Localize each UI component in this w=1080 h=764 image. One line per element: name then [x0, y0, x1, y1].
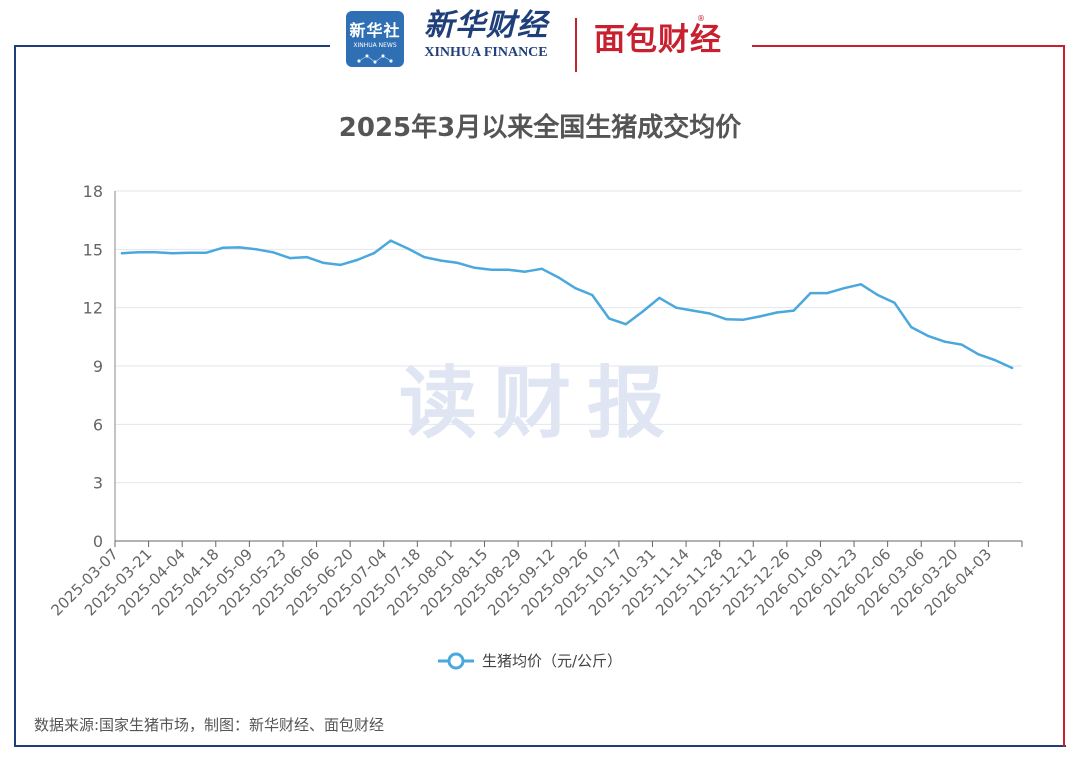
- data-point: [423, 255, 426, 259]
- data-point: [339, 263, 342, 267]
- data-point: [372, 252, 376, 255]
- legend: 生猪均价（元/公斤）: [438, 650, 622, 671]
- data-point: [775, 311, 779, 314]
- data-point: [171, 252, 174, 255]
- data-point: [607, 317, 611, 320]
- data-point: [406, 247, 409, 250]
- registered-mark: ®: [697, 14, 705, 23]
- header-rule-left: [14, 45, 330, 47]
- data-point: [809, 291, 812, 295]
- data-point: [456, 261, 459, 265]
- data-point: [204, 251, 208, 254]
- data-point: [355, 258, 359, 262]
- data-point: [322, 261, 325, 265]
- frame-border-bottom: [14, 745, 1066, 747]
- data-point: [221, 246, 224, 249]
- series-line-hog-price: [120, 239, 1014, 370]
- data-point: [271, 251, 275, 254]
- data-point: [1010, 366, 1014, 370]
- x-axis: 2025-03-072025-03-212025-04-042025-04-18…: [47, 540, 1023, 619]
- data-point: [389, 239, 392, 242]
- data-point: [574, 287, 577, 290]
- data-point: [591, 293, 594, 297]
- data-point: [288, 256, 292, 260]
- data-point: [994, 359, 997, 362]
- data-point: [305, 255, 308, 259]
- data-point: [725, 318, 728, 321]
- y-tick-label: 18: [83, 182, 103, 201]
- data-point: [490, 268, 493, 271]
- y-tick-label: 9: [93, 357, 103, 376]
- data-point: [943, 340, 946, 343]
- y-tick-label: 3: [93, 474, 103, 493]
- data-point: [523, 270, 527, 273]
- data-point: [859, 283, 863, 286]
- data-point: [826, 291, 829, 295]
- y-tick-label: 12: [83, 299, 103, 318]
- y-axis: 0 3 6 9 12 15 18: [83, 182, 116, 551]
- legend-series-label: 生猪均价（元/公斤）: [482, 652, 623, 670]
- data-point: [154, 251, 157, 254]
- network-dots-icon: [357, 54, 393, 64]
- mianbao-finance-brand: 面包财经: [594, 22, 722, 58]
- xinhua-logo-sub: XINHUA NEWS: [353, 42, 397, 49]
- y-tick-label: 6: [93, 415, 103, 434]
- data-point: [507, 268, 510, 271]
- series-layer: [120, 239, 1014, 370]
- data-point: [238, 246, 241, 249]
- data-point: [758, 315, 762, 318]
- xinhua-finance-brand: 新华财经 XINHUA FINANCE: [416, 8, 556, 62]
- data-point: [641, 310, 644, 313]
- data-point: [742, 318, 745, 321]
- data-point: [624, 323, 627, 326]
- watermark: 读财报: [399, 359, 681, 449]
- data-point: [675, 306, 678, 309]
- xinhua-logo-title: 新华社: [349, 21, 401, 40]
- y-tick-label: 15: [83, 240, 103, 259]
- data-point: [557, 276, 560, 279]
- gridlines: [115, 190, 1022, 484]
- xinhua-news-logo: 新华社 XINHUA NEWS: [346, 11, 404, 67]
- legend-marker-icon: [438, 652, 474, 669]
- data-point: [977, 353, 980, 356]
- data-point: [691, 309, 695, 312]
- data-point: [708, 312, 711, 315]
- y-tick-label: 0: [93, 532, 103, 551]
- brand-en: XINHUA FINANCE: [424, 45, 548, 60]
- chart-title: 2025年3月以来全国生猪成交均价: [338, 113, 742, 143]
- header-rule-right: [752, 45, 1065, 47]
- data-point: [255, 248, 258, 251]
- data-point: [842, 287, 846, 290]
- data-point: [120, 252, 124, 255]
- data-point: [473, 266, 476, 269]
- data-point: [960, 343, 963, 346]
- data-point: [137, 251, 140, 254]
- data-point: [893, 301, 896, 304]
- frame-border-left: [14, 45, 16, 747]
- data-point: [439, 259, 443, 262]
- brand-cn: 新华财经: [424, 8, 548, 43]
- data-point: [792, 309, 795, 312]
- data-point: [876, 293, 879, 297]
- source-note: 数据来源:国家生猪市场，制图：新华财经、面包财经: [34, 716, 385, 734]
- data-point: [658, 296, 661, 300]
- brand-divider: [575, 18, 577, 72]
- data-point: [910, 325, 913, 329]
- data-point: [926, 334, 930, 338]
- frame-border-right: [1063, 45, 1065, 747]
- data-point: [188, 251, 191, 254]
- data-point: [540, 267, 543, 270]
